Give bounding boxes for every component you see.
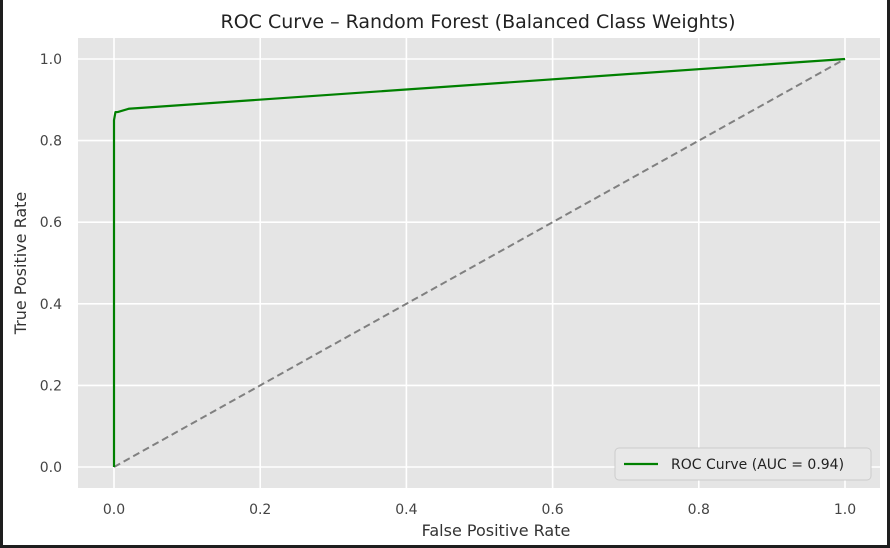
x-tick-label: 0.6 xyxy=(541,502,563,518)
x-tick-label: 0.2 xyxy=(249,502,271,518)
frame-right-edge xyxy=(887,0,890,548)
chance-diagonal-line xyxy=(113,58,846,468)
legend-box xyxy=(614,447,872,481)
x-tick-label: 1.0 xyxy=(834,502,856,518)
x-axis-label: False Positive Rate xyxy=(422,521,571,540)
y-tick-label: 0.6 xyxy=(40,215,62,231)
frame-bottom-edge xyxy=(0,545,890,548)
y-tick-label: 0.0 xyxy=(40,460,62,476)
tick-labels: 0.0 0.2 0.4 0.6 0.8 1.0 0.0 0.2 0.4 0.6 0.8 1.0 xyxy=(40,52,856,518)
x-tick-label: 0.8 xyxy=(688,502,710,518)
y-tick-label: 0.2 xyxy=(40,378,62,394)
y-axis-label: True Positive Rate xyxy=(11,192,30,336)
y-tick-label: 0.4 xyxy=(40,297,62,313)
legend-entry-roc: ROC Curve (AUC = 0.94) xyxy=(671,457,844,473)
legend: ROC Curve (AUC = 0.94) xyxy=(614,447,872,481)
x-tick-label: 0.4 xyxy=(395,502,417,518)
x-tick-label: 0.0 xyxy=(103,502,125,518)
series-layer xyxy=(112,57,846,468)
y-tick-label: 1.0 xyxy=(40,52,62,68)
roc-curve-line xyxy=(112,57,846,467)
chart-title: ROC Curve – Random Forest (Balanced Clas… xyxy=(221,11,736,33)
frame-left-edge xyxy=(0,0,3,548)
y-tick-label: 0.8 xyxy=(40,134,62,150)
